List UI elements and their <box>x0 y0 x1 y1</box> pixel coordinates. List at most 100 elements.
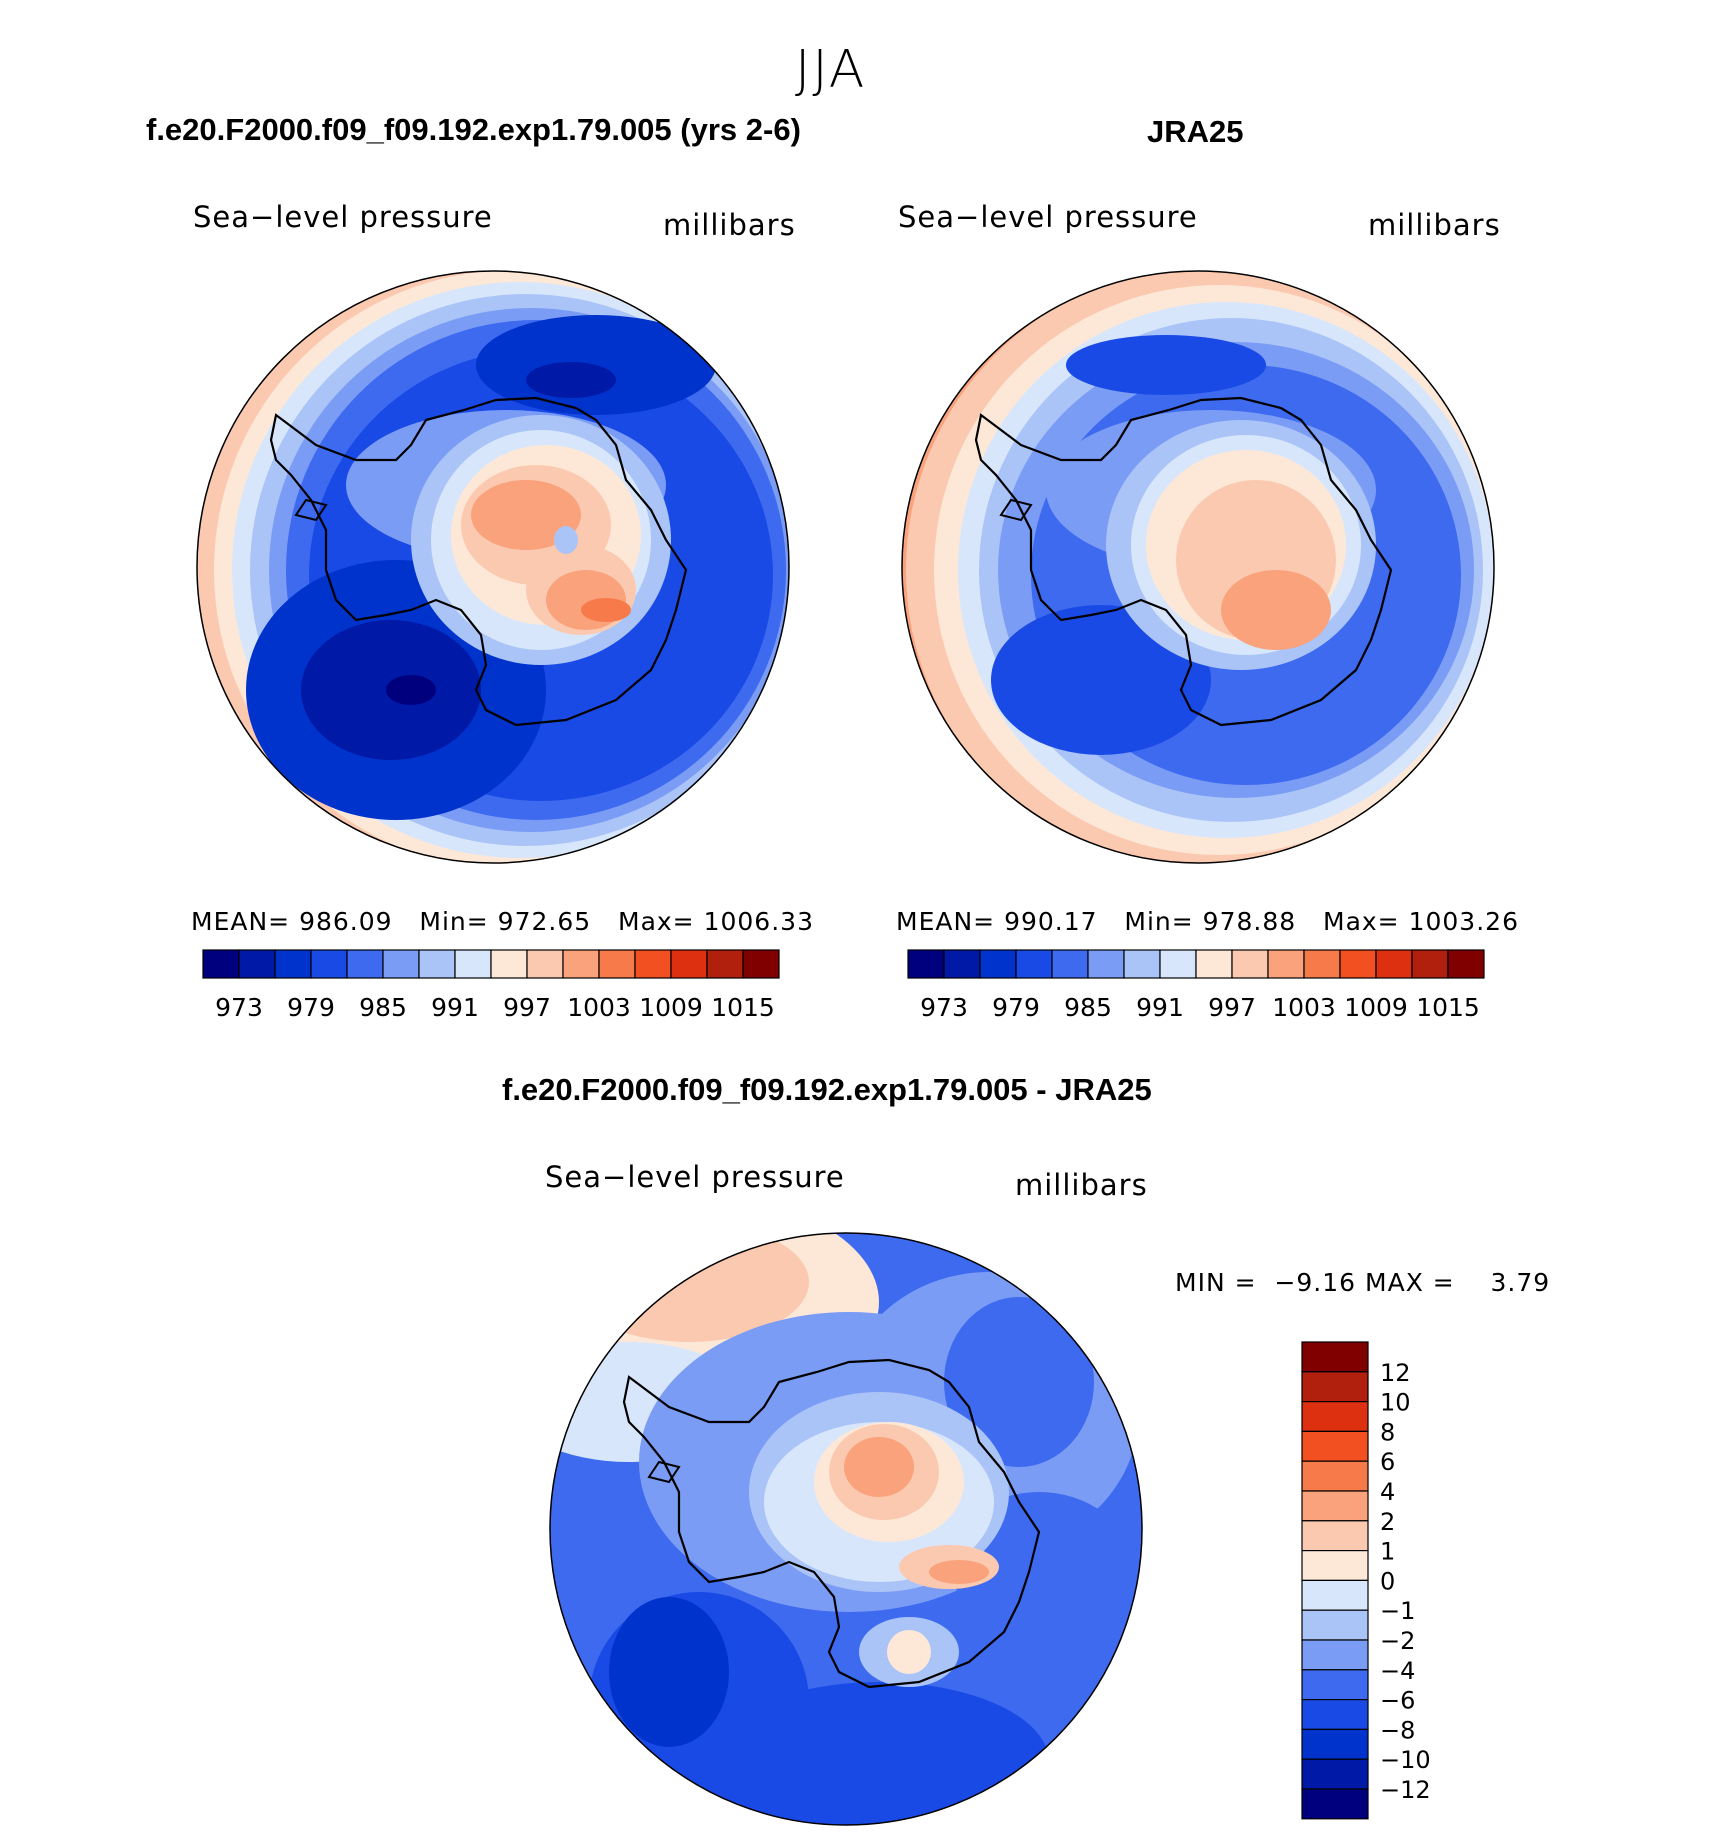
model-mean-value: 986.09 <box>299 907 393 936</box>
diff-colorbar-swatch-2 <box>1301 1400 1369 1432</box>
obs-map <box>901 270 1495 864</box>
diff-colorbar-tick-label: 8 <box>1380 1418 1395 1446</box>
model-colorbar-swatch-0 <box>202 949 240 979</box>
diff-colorbar-tick-label: 12 <box>1380 1359 1411 1387</box>
diff-colorbar-tick-label: −6 <box>1380 1687 1415 1715</box>
diff-colorbar-tick-label: 6 <box>1380 1448 1395 1476</box>
model-colorbar-tick-label: 1015 <box>711 993 775 1022</box>
diff-colorbar-swatch-9 <box>1301 1609 1369 1641</box>
model-colorbar-swatch-9 <box>526 949 564 979</box>
obs-variable-label: Sea−level pressure <box>898 200 1198 234</box>
diff-colorbar-swatch-6 <box>1301 1520 1369 1552</box>
model-colorbar-swatch-2 <box>274 949 312 979</box>
diff-colorbar-tick-label: −1 <box>1380 1597 1415 1625</box>
diff-colorbar-swatch-0 <box>1301 1341 1369 1373</box>
obs-stats: MEAN= 990.17 Min= 978.88 Max= 1003.26 <box>896 907 1519 936</box>
diff-colorbar-swatch-11 <box>1301 1669 1369 1701</box>
model-colorbar-swatch-4 <box>346 949 384 979</box>
obs-colorbar-swatch-15 <box>1447 949 1485 979</box>
model-max-label: Max= <box>618 907 695 936</box>
diff-colorbar-swatch-3 <box>1301 1430 1369 1462</box>
model-colorbar-tick-label: 979 <box>287 993 335 1022</box>
model-panel-title: f.e20.F2000.f09_f09.192.exp1.79.005 (yrs… <box>146 112 801 147</box>
obs-colorbar: 973 979 985 991 997 1003 1009 1015 <box>907 949 1485 1022</box>
diff-min-value: −9.16 <box>1274 1268 1357 1297</box>
obs-colorbar-swatch-5 <box>1087 949 1125 979</box>
obs-colorbar-swatch-3 <box>1015 949 1053 979</box>
obs-colorbar-swatch-4 <box>1051 949 1089 979</box>
obs-max-label: Max= <box>1323 907 1400 936</box>
diff-colorbar-tick-label: 1 <box>1380 1538 1395 1566</box>
obs-colorbar-tick-label: 991 <box>1136 993 1184 1022</box>
diff-max-value: 3.79 <box>1490 1268 1551 1297</box>
model-colorbar-swatch-10 <box>562 949 600 979</box>
model-colorbar-tick-label: 1009 <box>639 993 703 1022</box>
diff-colorbar-tick-label: −4 <box>1380 1657 1415 1685</box>
obs-panel-title: JRA25 <box>1147 114 1244 149</box>
obs-colorbar-tick-label: 979 <box>992 993 1040 1022</box>
model-colorbar-tick-label: 997 <box>503 993 551 1022</box>
diff-colorbar-swatch-5 <box>1301 1490 1369 1522</box>
model-colorbar-tick-label: 985 <box>359 993 407 1022</box>
obs-max-value: 1003.26 <box>1408 907 1519 936</box>
obs-min-label: Min= <box>1124 907 1194 936</box>
obs-colorbar-swatch-13 <box>1375 949 1413 979</box>
model-colorbar-swatch-13 <box>670 949 708 979</box>
diff-colorbar-tick-label: 4 <box>1380 1478 1395 1506</box>
obs-colorbar-swatch-9 <box>1231 949 1269 979</box>
diff-colorbar-tick-label: −8 <box>1380 1716 1415 1744</box>
model-colorbar-tick-label: 1003 <box>567 993 631 1022</box>
diff-map <box>549 1232 1143 1826</box>
model-colorbar-swatch-11 <box>598 949 636 979</box>
diff-colorbar-swatch-10 <box>1301 1639 1369 1671</box>
obs-colorbar-swatch-12 <box>1339 949 1377 979</box>
obs-colorbar-swatch-1 <box>943 949 981 979</box>
diff-colorbar-tick-label: −10 <box>1380 1746 1431 1774</box>
model-colorbar-swatch-8 <box>490 949 528 979</box>
model-colorbar-swatch-3 <box>310 949 348 979</box>
diff-colorbar-swatch-1 <box>1301 1371 1369 1403</box>
obs-colorbar-tick-label: 1009 <box>1344 993 1408 1022</box>
model-colorbar-swatch-12 <box>634 949 672 979</box>
obs-colorbar-swatch-11 <box>1303 949 1341 979</box>
obs-colorbar-swatch-2 <box>979 949 1017 979</box>
obs-colorbar-tick-label: 1015 <box>1416 993 1480 1022</box>
diff-variable-label: Sea−level pressure <box>545 1160 845 1194</box>
model-map <box>196 270 790 864</box>
model-colorbar-swatch-6 <box>418 949 456 979</box>
model-max-value: 1006.33 <box>703 907 814 936</box>
obs-units-label: millibars <box>1368 208 1501 242</box>
diff-colorbar-tick-label: 0 <box>1380 1567 1395 1595</box>
obs-colorbar-tick-label: 1003 <box>1272 993 1336 1022</box>
diff-colorbar-swatch-4 <box>1301 1460 1369 1492</box>
model-stats: MEAN= 986.09 Min= 972.65 Max= 1006.33 <box>191 907 814 936</box>
model-colorbar-tick-label: 973 <box>215 993 263 1022</box>
model-min-value: 972.65 <box>497 907 592 936</box>
model-colorbar-swatch-14 <box>706 949 744 979</box>
obs-min-value: 978.88 <box>1202 907 1297 936</box>
model-min-label: Min= <box>419 907 489 936</box>
diff-stats: MIN = −9.16 MAX = 3.79 <box>1175 1268 1550 1297</box>
diff-units-label: millibars <box>1015 1168 1148 1202</box>
diff-panel-title: f.e20.F2000.f09_f09.192.exp1.79.005 - JR… <box>502 1072 1152 1107</box>
obs-colorbar-swatch-0 <box>907 949 945 979</box>
obs-colorbar-tick-label: 985 <box>1064 993 1112 1022</box>
obs-colorbar-tick-label: 997 <box>1208 993 1256 1022</box>
model-colorbar-tick-label: 991 <box>431 993 479 1022</box>
diff-colorbar-swatch-15 <box>1301 1788 1369 1820</box>
diff-colorbar-tick-label: −12 <box>1380 1776 1431 1804</box>
obs-colorbar-swatch-14 <box>1411 949 1449 979</box>
figure-title: JJA <box>795 40 867 100</box>
diff-colorbar-swatch-7 <box>1301 1550 1369 1582</box>
diff-min-label: MIN = <box>1175 1268 1257 1297</box>
obs-colorbar-tick-label: 973 <box>920 993 968 1022</box>
model-units-label: millibars <box>663 208 796 242</box>
diff-colorbar-tick-label: 2 <box>1380 1508 1395 1536</box>
diff-max-label: MAX = <box>1365 1268 1455 1297</box>
diff-colorbar-swatch-8 <box>1301 1579 1369 1611</box>
obs-mean-value: 990.17 <box>1004 907 1098 936</box>
model-colorbar: 973 979 985 991 997 1003 1009 1015 <box>202 949 780 1022</box>
obs-mean-label: MEAN= <box>896 907 996 936</box>
model-colorbar-swatch-5 <box>382 949 420 979</box>
